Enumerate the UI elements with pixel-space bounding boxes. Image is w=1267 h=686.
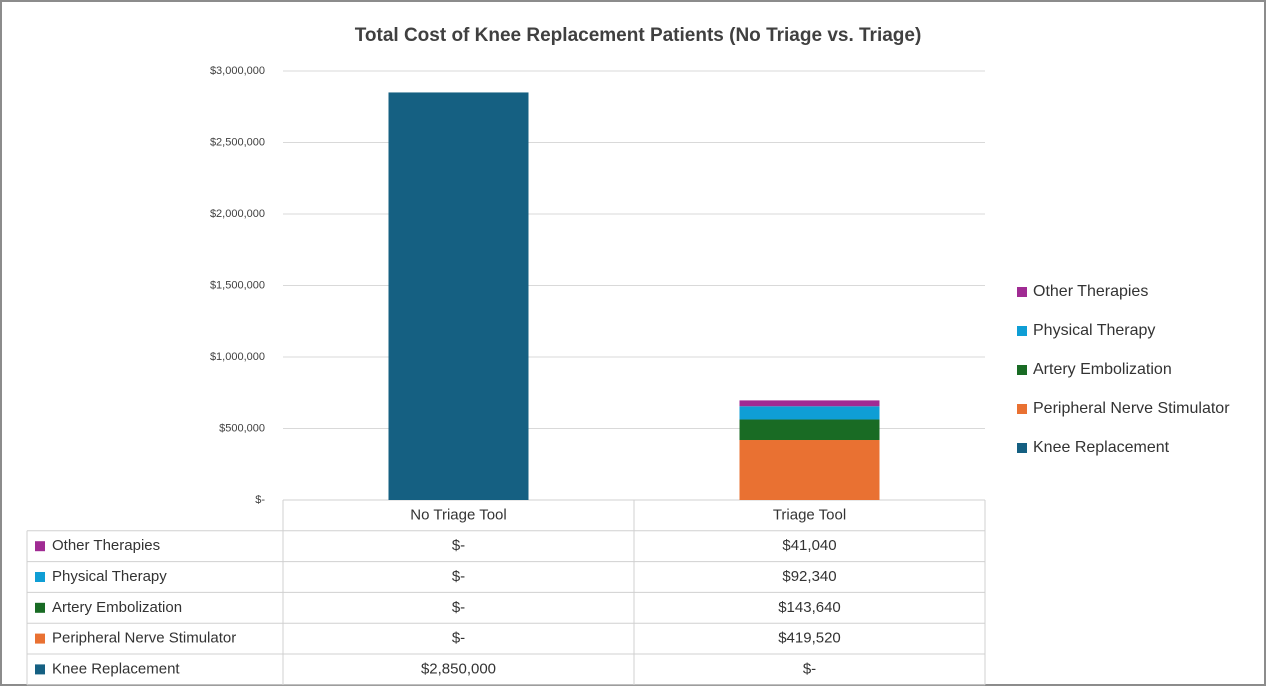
- table-value: $2,850,000: [421, 660, 496, 677]
- y-tick-label: $2,000,000: [210, 208, 265, 220]
- legend-key: [1017, 326, 1027, 336]
- legend-label: Other Therapies: [1033, 283, 1148, 300]
- y-tick-label: $-: [255, 494, 265, 506]
- table-value: $-: [452, 599, 465, 616]
- legend-key: [1017, 443, 1027, 453]
- y-tick-label: $2,500,000: [210, 136, 265, 148]
- table-legend-key: [35, 572, 45, 582]
- table-value: $-: [452, 630, 465, 647]
- table-series-name: Other Therapies: [52, 537, 160, 554]
- table-series-name: Physical Therapy: [52, 568, 167, 585]
- table-series-name: Knee Replacement: [52, 660, 180, 677]
- x-category-label: No Triage Tool: [410, 506, 506, 523]
- y-tick-label: $3,000,000: [210, 65, 265, 77]
- legend-label: Peripheral Nerve Stimulator: [1033, 400, 1230, 417]
- chart-title: Total Cost of Knee Replacement Patients …: [355, 25, 922, 46]
- legend-label: Physical Therapy: [1033, 322, 1155, 339]
- table-value: $41,040: [782, 537, 836, 554]
- bar-segment: [739, 406, 880, 420]
- bar-segment: [739, 400, 880, 407]
- table-value: $-: [452, 537, 465, 554]
- legend-label: Artery Embolization: [1033, 361, 1172, 378]
- x-category-label: Triage Tool: [773, 506, 846, 523]
- table-value: $-: [803, 660, 816, 677]
- legend-key: [1017, 404, 1027, 414]
- legend-key: [1017, 287, 1027, 297]
- table-value: $-: [452, 568, 465, 585]
- table-series-name: Peripheral Nerve Stimulator: [52, 630, 236, 647]
- table-legend-key: [35, 602, 45, 613]
- y-tick-label: $500,000: [219, 422, 265, 434]
- bar-segment: [388, 92, 529, 500]
- table-legend-key: [35, 664, 45, 675]
- y-tick-label: $1,000,000: [210, 351, 265, 363]
- table-series-name: Artery Embolization: [52, 599, 182, 616]
- table-value: $92,340: [782, 568, 836, 585]
- y-tick-label: $1,500,000: [210, 279, 265, 291]
- legend-label: Knee Replacement: [1033, 439, 1170, 456]
- table-legend-key: [35, 541, 45, 552]
- bar-segment: [739, 419, 880, 441]
- table-value: $143,640: [778, 599, 841, 616]
- table-value: $419,520: [778, 630, 841, 647]
- table-legend-key: [35, 633, 45, 644]
- bar-segment: [739, 440, 880, 500]
- legend-key: [1017, 365, 1027, 375]
